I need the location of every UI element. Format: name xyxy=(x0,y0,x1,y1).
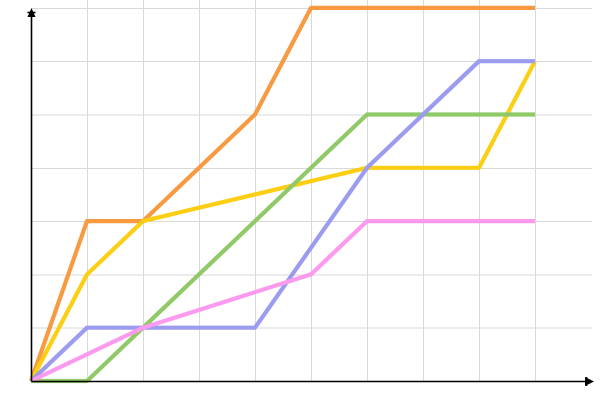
axes xyxy=(27,8,594,386)
series-line-orange xyxy=(29,5,535,382)
series-line-yellow xyxy=(29,60,537,382)
series-line-pink xyxy=(30,219,535,383)
series-line-periwinkle xyxy=(29,59,535,383)
vertical-gridlines xyxy=(87,0,536,381)
series-lines xyxy=(29,5,537,384)
series-line-green xyxy=(31,112,535,384)
